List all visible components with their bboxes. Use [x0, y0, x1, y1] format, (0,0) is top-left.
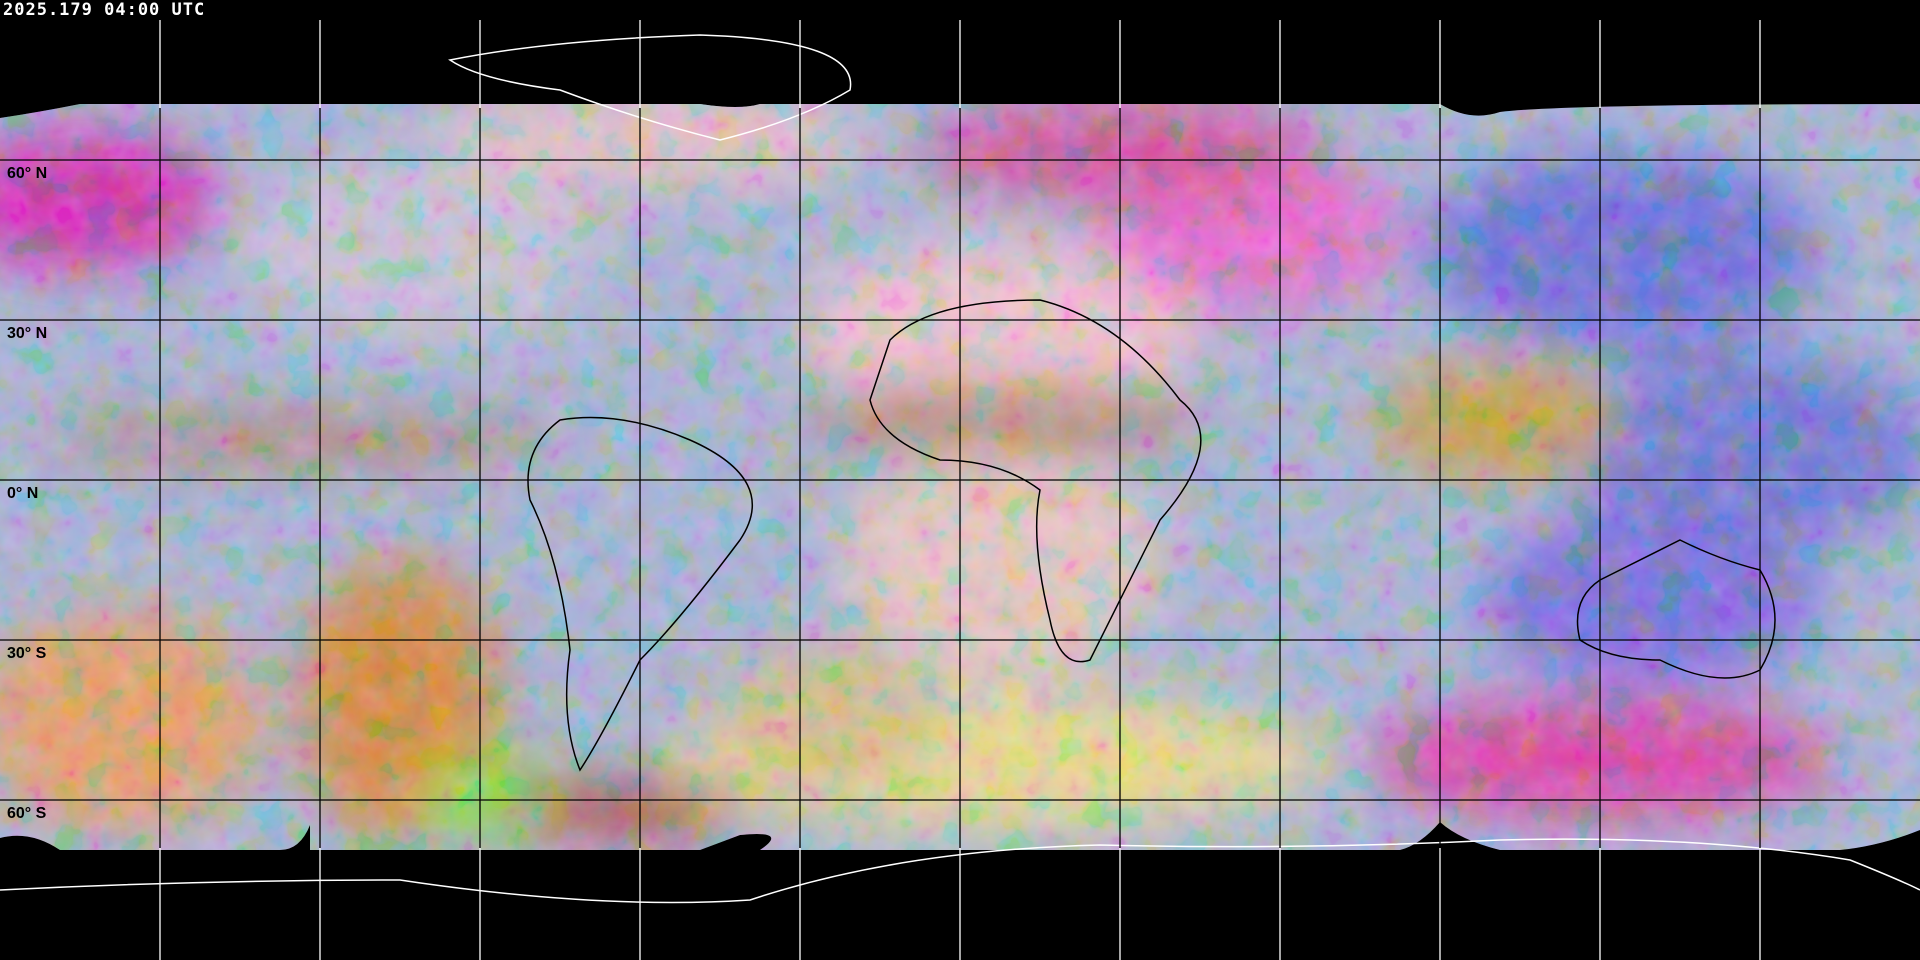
coastline-greenland — [448, 34, 852, 141]
lat-label-60s: 60° S — [7, 805, 47, 822]
lat-label-60n: 60° N — [7, 165, 48, 182]
coastline-south-america — [527, 416, 754, 772]
lat-label-30n: 30° N — [7, 325, 48, 342]
coastline-antarctica — [0, 838, 1920, 904]
lat-label-30s: 30° S — [7, 645, 47, 662]
lat-lon-grid — [0, 20, 1920, 960]
coastline-africa — [869, 299, 1202, 663]
lat-label-0n: 0° N — [7, 485, 39, 502]
timestamp: 2025.179 04:00 UTC — [3, 0, 206, 20]
